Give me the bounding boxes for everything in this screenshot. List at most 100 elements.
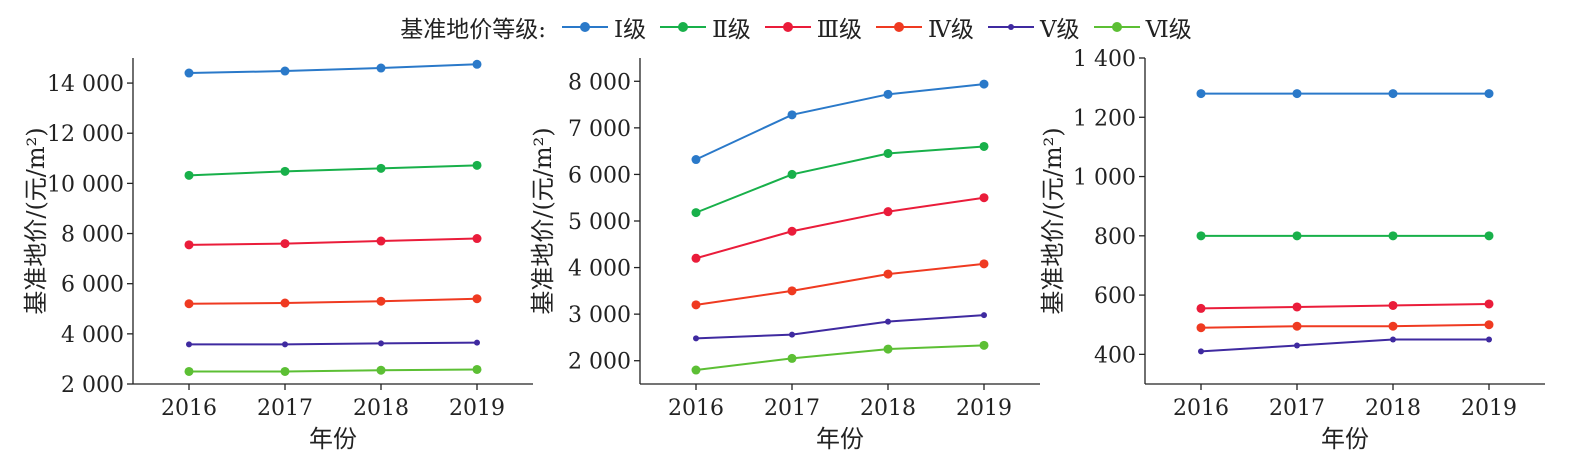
data-point — [787, 169, 797, 179]
data-point — [883, 89, 893, 99]
data-point — [472, 160, 482, 170]
legend-item-level-3: Ⅲ级 — [764, 10, 862, 44]
y-tick-label: 2 000 — [568, 350, 631, 375]
series-line — [695, 262, 985, 306]
data-point — [1292, 321, 1302, 331]
data-point — [787, 226, 797, 236]
y-tick-label: 1 200 — [1073, 106, 1136, 131]
data-point — [883, 207, 893, 217]
data-point — [787, 353, 797, 363]
data-point — [979, 259, 989, 269]
y-axis-title: 基准地价/(元/m²) — [22, 127, 50, 314]
legend-item-level-2: Ⅱ级 — [660, 10, 751, 44]
data-point — [184, 240, 194, 250]
x-tick-label: 2016 — [1173, 396, 1229, 421]
chart-panel-2: 2 000 3 000 4 000 5 000 6 000 7 000 8 000 2016 2… — [529, 58, 1040, 453]
y-tick-label: 12 000 — [47, 122, 124, 147]
data-point — [885, 318, 891, 325]
legend-item-level-1: Ⅰ级 — [562, 10, 646, 44]
legend-swatch-level-3 — [764, 22, 811, 32]
x-axis-title: 年份 — [816, 425, 864, 453]
x-tick-label: 2016 — [161, 396, 217, 421]
data-point — [1294, 342, 1300, 349]
data-point — [376, 365, 386, 375]
chart-panel-1: 2 000 4 000 6 000 8 000 10 000 12 000 14 000 20… — [22, 58, 533, 453]
data-point — [184, 170, 194, 180]
data-point — [1292, 231, 1302, 241]
y-tick-label: 1 400 — [1073, 47, 1136, 72]
series-line — [1200, 323, 1490, 329]
data-point — [472, 364, 482, 374]
y-tick-label: 14 000 — [47, 72, 124, 97]
legend: 基准地价等级: Ⅰ级 Ⅱ级 Ⅲ级 Ⅳ级 Ⅴ级 Ⅵ级 — [0, 8, 1592, 46]
data-point — [184, 299, 194, 309]
data-point — [186, 341, 192, 348]
data-point — [280, 166, 290, 176]
series-line — [188, 297, 478, 305]
series-line — [189, 341, 478, 346]
y-tick-label: 4 000 — [61, 323, 124, 348]
y-tick-label: 6 000 — [568, 163, 631, 188]
legend-item-level-4: Ⅳ级 — [875, 10, 974, 44]
data-point — [280, 366, 290, 376]
series-line — [188, 164, 478, 177]
data-point — [1388, 89, 1398, 99]
data-point — [474, 339, 480, 346]
data-point — [1388, 300, 1398, 310]
series-line — [695, 145, 985, 214]
y-tick-label: 4 000 — [568, 257, 631, 282]
data-point — [1388, 231, 1398, 241]
data-point — [376, 296, 386, 306]
x-tick-label: 2017 — [257, 396, 313, 421]
legend-item-level-5: Ⅴ级 — [987, 10, 1080, 44]
x-tick-label: 2018 — [1365, 396, 1421, 421]
data-point — [1198, 348, 1204, 355]
data-point — [1196, 89, 1206, 99]
legend-swatch-level-1 — [562, 22, 609, 32]
data-point — [376, 236, 386, 246]
chart-panel-3: 400 600 800 1 000 1 200 1 400 2016 2017 2018 2019… — [1039, 47, 1545, 453]
y-tick-label: 3 000 — [568, 303, 631, 328]
y-tick-label: 5 000 — [568, 210, 631, 235]
data-point — [691, 155, 701, 165]
data-point — [883, 148, 893, 158]
data-point — [1484, 320, 1494, 330]
y-tick-label: 600 — [1094, 284, 1136, 309]
data-point — [1292, 302, 1302, 312]
data-point — [787, 286, 797, 296]
data-point — [1484, 231, 1494, 241]
x-axis-title: 年份 — [1321, 425, 1369, 453]
data-point — [184, 366, 194, 376]
legend-swatch-level-5 — [987, 24, 1034, 30]
x-tick-label: 2018 — [353, 396, 409, 421]
legend-label-level-2: Ⅱ级 — [712, 17, 751, 43]
x-tick-label: 2017 — [1269, 396, 1325, 421]
data-point — [787, 110, 797, 120]
legend-title: 基准地价等级: — [400, 17, 547, 43]
data-point — [691, 253, 701, 263]
series-line — [188, 237, 478, 246]
series-line — [695, 314, 985, 340]
legend-label-level-4: Ⅳ级 — [927, 17, 974, 43]
x-tick-label: 2017 — [764, 396, 820, 421]
y-tick-label: 1 000 — [1073, 166, 1136, 191]
y-tick-label: 8 000 — [61, 223, 124, 248]
x-tick-label: 2019 — [956, 396, 1012, 421]
data-point — [1196, 231, 1206, 241]
data-point — [1196, 323, 1206, 333]
data-point — [693, 335, 699, 342]
y-tick-label: 8 000 — [568, 70, 631, 95]
legend-item-level-6: Ⅵ级 — [1093, 10, 1192, 44]
data-point — [691, 300, 701, 310]
data-point — [376, 163, 386, 173]
data-point — [979, 193, 989, 203]
data-point — [472, 294, 482, 304]
series-line — [695, 196, 985, 260]
data-point — [691, 208, 701, 218]
series-line — [189, 368, 478, 373]
x-tick-label: 2019 — [449, 396, 505, 421]
data-point — [280, 239, 290, 249]
y-axis-title: 基准地价/(元/m²) — [529, 127, 557, 314]
y-tick-label: 10 000 — [47, 172, 124, 197]
data-point — [472, 234, 482, 244]
